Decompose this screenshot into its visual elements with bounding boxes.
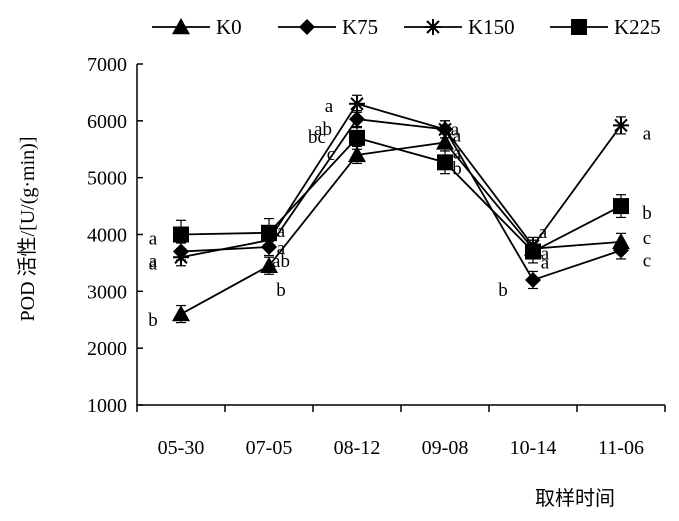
legend-k225-label: K225	[614, 15, 661, 39]
series-k75	[173, 110, 629, 290]
series-k0-significance-label: c	[643, 228, 651, 249]
series-k150-significance-label: a	[325, 96, 334, 117]
series-k225-marker	[525, 243, 541, 260]
y-tick-label: 2000	[87, 338, 127, 360]
legend-k150: K150	[404, 15, 515, 39]
series-k225-marker	[613, 198, 629, 215]
series-k0-significance-label: a	[541, 253, 550, 274]
series-k0	[172, 133, 630, 324]
series-k150-significance-label: a	[643, 123, 652, 144]
series-k225-significance-label: a	[277, 221, 286, 242]
legend-k75: K75	[278, 15, 378, 39]
series-k150	[173, 94, 629, 267]
x-tick-label: 10-14	[510, 437, 557, 459]
y-tick-label: 3000	[87, 281, 127, 303]
series-k225-significance-label: b	[452, 158, 462, 179]
series-k225-marker	[437, 154, 453, 171]
series-k75-significance-label: ab	[314, 119, 332, 140]
series-k0-significance-label: b	[276, 280, 286, 301]
series-k0-marker	[348, 145, 366, 163]
x-tick-label: 07-05	[246, 437, 293, 459]
y-tick-label: 5000	[87, 168, 127, 190]
series-k0-line	[180, 141, 622, 315]
series-k0-significance-label: b	[148, 310, 158, 331]
series-k0-marker	[612, 232, 630, 250]
legend-k150-marker	[425, 19, 441, 35]
series-k150-significance-label: a	[149, 251, 158, 272]
series-k0-significance-label: c	[327, 144, 335, 165]
legend: K0 K75 K150 K225	[152, 15, 661, 39]
series-k225-marker	[349, 129, 365, 146]
series-k225-significance-label: a	[149, 229, 158, 250]
series-k75-significance-label: ab	[272, 251, 290, 272]
y-tick-label: 4000	[87, 225, 127, 247]
series-k75-marker	[349, 111, 365, 128]
series-layer	[172, 94, 630, 324]
axes: 1000 2000 3000 4000 5000 6000 7000 05-30 07-05 08…	[87, 54, 666, 459]
series-k0-marker	[436, 133, 454, 150]
series-k75-marker	[525, 271, 541, 288]
legend-k75-marker	[299, 19, 315, 35]
series-k0-marker	[260, 256, 278, 273]
series-k225	[173, 125, 629, 264]
series-k75-marker	[613, 242, 629, 259]
series-k150-marker	[613, 117, 629, 134]
x-tick-label: 08-12	[334, 437, 381, 459]
series-k150-marker	[437, 121, 453, 138]
series-k75-significance-label: a	[453, 125, 462, 146]
series-k150-marker	[173, 249, 189, 266]
series-k150-significance-label: a	[451, 119, 460, 140]
series-k225-marker	[261, 224, 277, 241]
legend-k75-label: K75	[342, 15, 378, 39]
series-k0-significance-label: a	[453, 142, 462, 163]
series-k75-line	[180, 118, 622, 282]
legend-k225-marker	[571, 19, 587, 35]
legend-k225: K225	[550, 15, 661, 39]
y-tick-label: 7000	[87, 54, 127, 76]
x-axis-title: 取样时间	[535, 487, 615, 510]
series-k150-line	[180, 102, 622, 259]
series-k225-significance-label: a	[541, 244, 550, 265]
y-axis-title: POD 活性/[U/(g·min)]	[16, 137, 39, 322]
series-k75-significance-label: b	[498, 280, 508, 301]
series-k150-significance-label: a	[277, 238, 286, 259]
x-tick-label: 11-06	[598, 437, 644, 459]
y-tick-label: 1000	[87, 395, 127, 417]
series-k75-significance-label: c	[643, 250, 651, 271]
series-k225-marker	[173, 226, 189, 243]
legend-k150-label: K150	[468, 15, 515, 39]
legend-k0-marker	[172, 18, 190, 35]
series-k0-marker	[172, 305, 190, 322]
x-tick-label: 05-30	[158, 437, 205, 459]
y-tick-label: 6000	[87, 111, 127, 133]
series-k150-marker	[349, 95, 365, 112]
series-k225-significance-label: bc	[308, 127, 326, 148]
x-tick-label: 09-08	[422, 437, 469, 459]
legend-k0: K0	[152, 15, 242, 39]
series-k150-significance-label: a	[539, 222, 548, 243]
series-k75-significance-label: a	[149, 254, 158, 275]
series-k225-significance-label: b	[642, 203, 652, 224]
series-k225-line	[180, 136, 622, 253]
legend-k0-label: K0	[216, 15, 242, 39]
